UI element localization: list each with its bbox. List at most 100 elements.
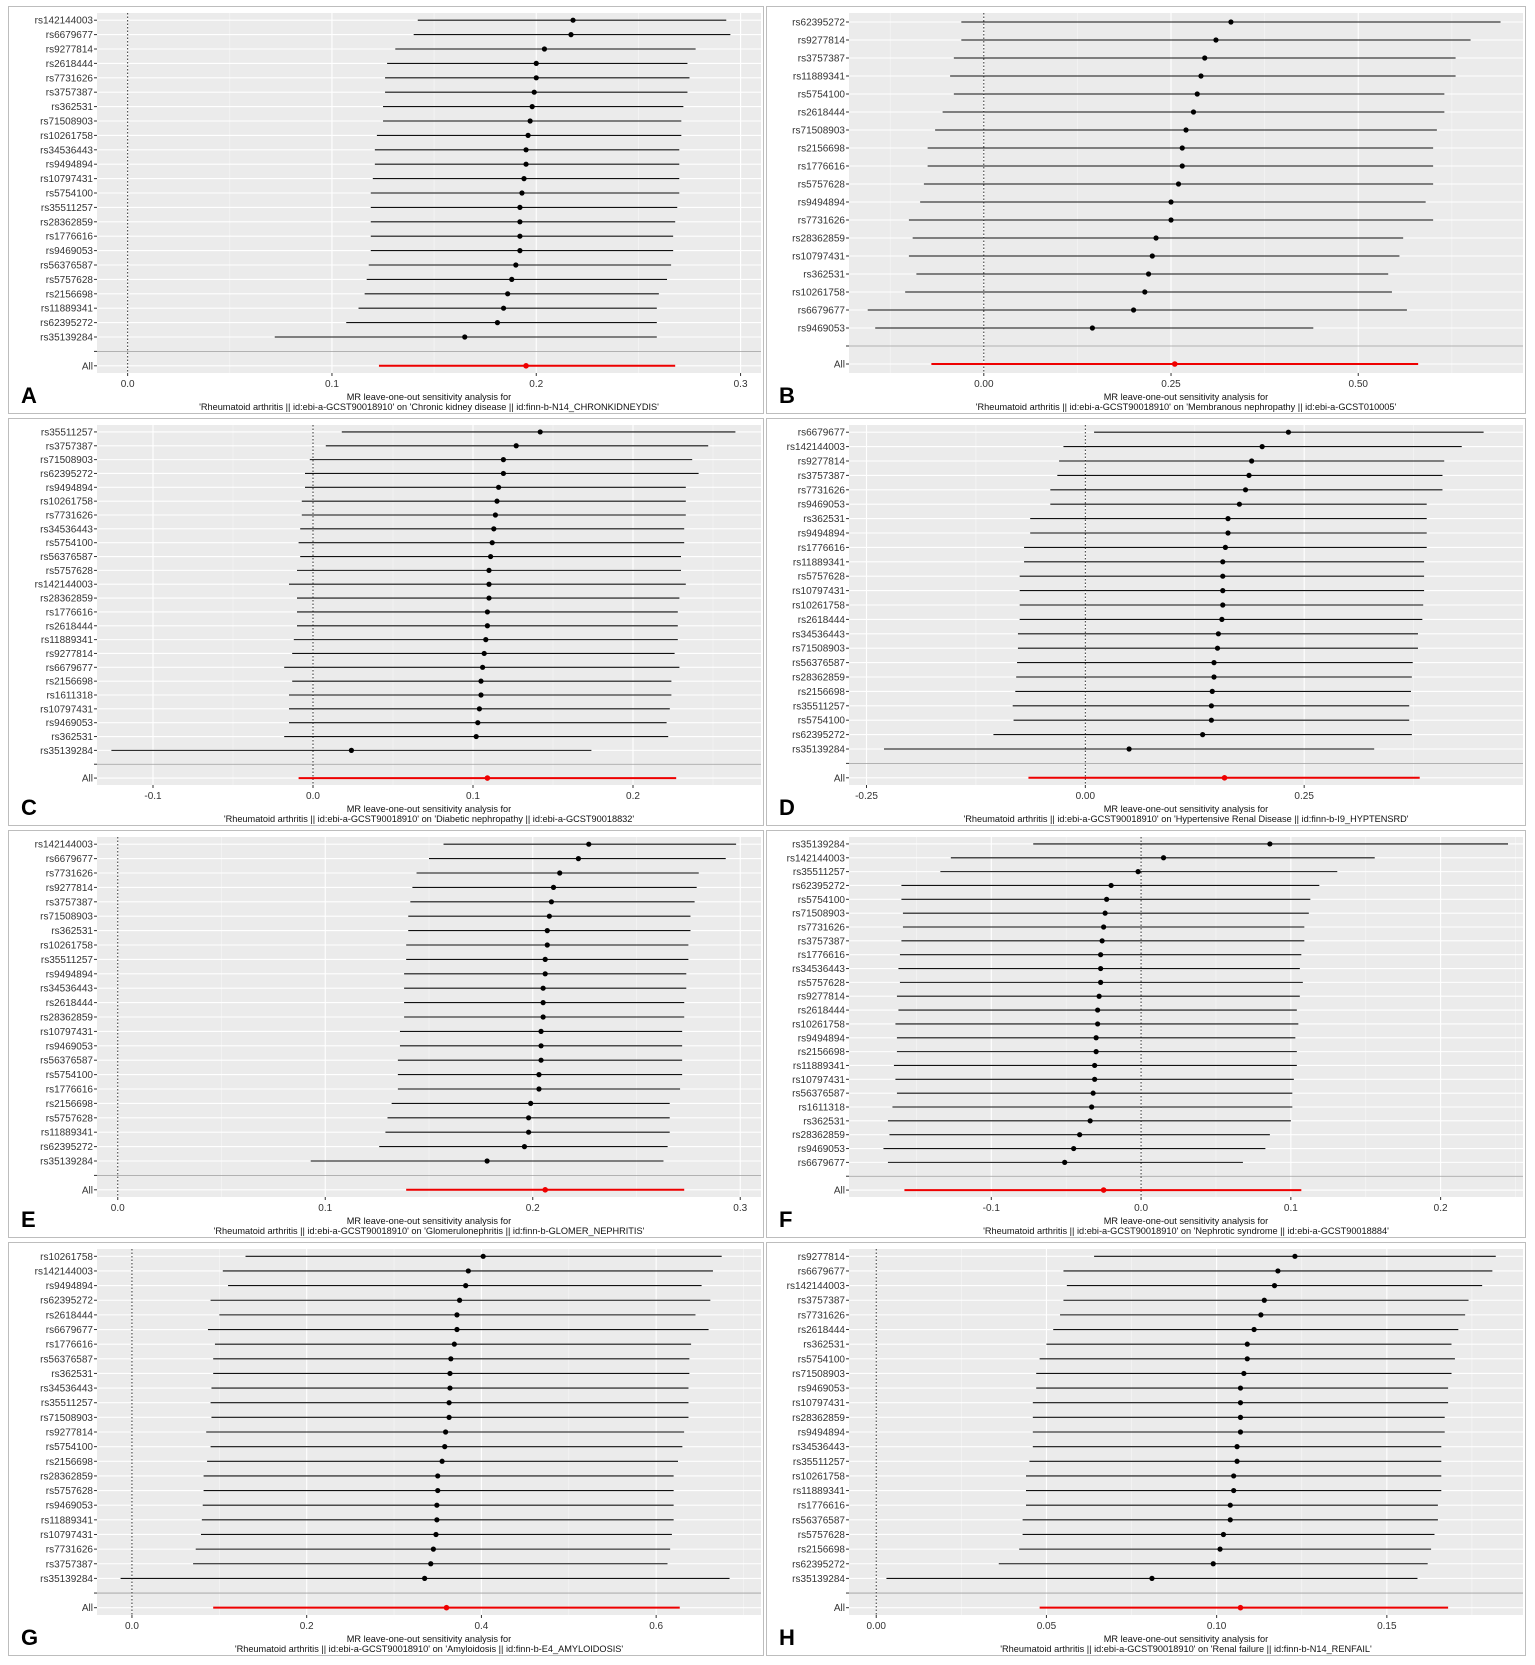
snp-label: rs1776616 (46, 1085, 94, 1096)
snp-label: rs6679677 (798, 1266, 846, 1277)
snp-label: rs10797431 (792, 586, 845, 597)
estimate-point (348, 747, 354, 753)
x-tick-label: 0.3 (733, 1203, 747, 1214)
snp-label: rs9277814 (46, 883, 94, 894)
estimate-point (521, 176, 527, 182)
snp-label: rs56376587 (40, 261, 93, 272)
snp-label: rs10797431 (40, 704, 93, 715)
x-tick-label: 0.1 (325, 379, 339, 390)
estimate-point (513, 262, 519, 268)
snp-label: rs142144003 (35, 840, 94, 851)
snp-label: rs9494894 (46, 1281, 94, 1292)
snp-label: rs3757387 (798, 54, 846, 65)
snp-label: rs2618444 (46, 998, 94, 1009)
estimate-point (1108, 882, 1114, 889)
snp-label: rs9469053 (46, 1501, 94, 1512)
estimate-point (1213, 37, 1219, 43)
estimate-point (1104, 896, 1110, 902)
snp-label: rs9469053 (46, 718, 94, 729)
estimate-point (447, 1385, 453, 1391)
caption-subtitle: 'Rheumatoid arthritis || id:ebi-a-GCST90… (224, 814, 635, 824)
snp-label: rs71508903 (792, 644, 845, 655)
snp-label: rs35511257 (41, 427, 94, 438)
estimate-point (1220, 573, 1226, 579)
estimate-point (1261, 1297, 1267, 1303)
x-tick-label: 0.2 (526, 1203, 540, 1214)
estimate-point (1231, 1473, 1237, 1479)
estimate-point (513, 443, 519, 449)
caption-title: MR leave-one-out sensitivity analysis fo… (1104, 392, 1268, 402)
snp-label: rs35139284 (40, 1157, 93, 1168)
estimate-point (1219, 616, 1225, 622)
estimate-point (1259, 444, 1265, 450)
snp-label: rs9469053 (46, 1041, 94, 1052)
caption-title: MR leave-one-out sensitivity analysis fo… (1104, 804, 1268, 814)
estimate-point (1234, 1444, 1240, 1450)
estimate-point (536, 1072, 542, 1078)
overall-estimate-point (1100, 1187, 1107, 1193)
snp-label: rs9494894 (46, 160, 94, 171)
snp-label: rs71508903 (40, 117, 93, 128)
snp-label: rs2156698 (798, 144, 846, 155)
estimate-point (500, 457, 506, 463)
estimate-point (1175, 181, 1182, 187)
forest-plot-svg: 0.0 0.1 0.2 0.3 rs142144003 rs6679677 rs773162… (21, 837, 761, 1236)
snp-label: rs35139284 (792, 745, 845, 756)
estimate-point (586, 841, 592, 847)
snp-label: rs5757628 (798, 572, 846, 583)
estimate-point (446, 1400, 452, 1406)
snp-label: rs7731626 (46, 73, 94, 84)
snp-label: rs9277814 (46, 1428, 94, 1439)
snp-label: rs56376587 (792, 1089, 845, 1100)
snp-label: rs7731626 (46, 1545, 94, 1556)
snp-label: rs5754100 (46, 1070, 94, 1081)
snp-label: rs9469053 (46, 246, 94, 257)
panel-letter: C (21, 795, 37, 820)
estimate-point (489, 540, 495, 546)
snp-label: rs362531 (803, 1340, 845, 1351)
snp-label: rs35139284 (792, 1574, 845, 1585)
estimate-point (538, 1057, 544, 1063)
snp-label: rs9494894 (798, 198, 846, 209)
snp-label: rs1776616 (798, 162, 846, 173)
estimate-point (1190, 109, 1197, 115)
estimate-point (1095, 1021, 1101, 1027)
forest-panel-d: -0.25 0.00 0.25 rs6679677 rs142144003 rs92778… (766, 418, 1526, 826)
forest-plot-svg: -0.1 0.0 0.1 0.2 rs35139284 rs142144003 rs3551… (779, 837, 1523, 1236)
caption-title: MR leave-one-out sensitivity analysis fo… (1104, 1216, 1268, 1226)
x-tick-label: 0.6 (649, 1621, 663, 1632)
estimate-point (480, 1253, 486, 1259)
estimate-point (1149, 253, 1155, 259)
snp-label: rs34536443 (40, 984, 93, 995)
snp-label: rs6679677 (46, 1325, 94, 1336)
forest-panel-b: 0.00 0.25 0.50 rs62395272 rs9277814 rs3757387… (766, 6, 1526, 414)
x-tick-label: 0.50 (1349, 379, 1369, 390)
caption-subtitle: 'Rheumatoid arthritis || id:ebi-a-GCST90… (214, 1226, 645, 1236)
estimate-point (1179, 145, 1185, 151)
estimate-point (536, 1086, 542, 1092)
snp-label: rs9469053 (798, 324, 846, 335)
estimate-point (1145, 271, 1152, 277)
estimate-point (529, 104, 535, 110)
estimate-point (1102, 910, 1108, 916)
snp-label: rs5757628 (46, 1486, 94, 1497)
snp-label: rs10261758 (40, 1252, 93, 1263)
snp-label: rs56376587 (40, 552, 93, 563)
snp-label: rs10797431 (40, 1530, 93, 1541)
estimate-point (454, 1326, 460, 1333)
snp-label: rs35511257 (793, 867, 846, 878)
overall-estimate-point (1171, 361, 1178, 367)
snp-label: rs3757387 (46, 441, 94, 452)
snp-label: rs10797431 (40, 1027, 93, 1038)
snp-label: rs2618444 (46, 59, 94, 70)
estimate-point (430, 1546, 436, 1552)
snp-label: rs71508903 (792, 909, 845, 920)
snp-label: rs3757387 (798, 936, 846, 947)
caption-subtitle: 'Rheumatoid arthritis || id:ebi-a-GCST90… (963, 814, 1408, 824)
caption-subtitle: 'Rheumatoid arthritis || id:ebi-a-GCST90… (976, 402, 1397, 412)
estimate-point (1211, 674, 1217, 680)
all-label: All (834, 360, 845, 371)
overall-estimate-point (1221, 775, 1228, 781)
x-tick-label: 0.00 (974, 379, 994, 390)
